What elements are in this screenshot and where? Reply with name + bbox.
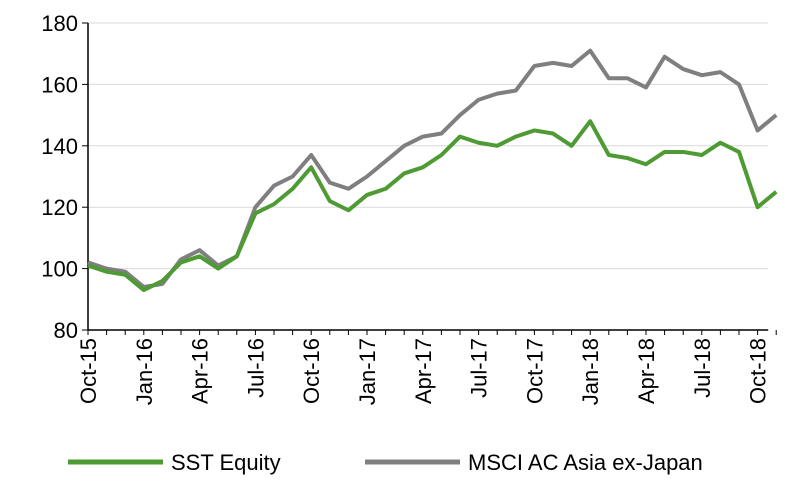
y-tick-label: 100 [41, 257, 78, 282]
x-tick-label: Jul-16 [243, 338, 268, 398]
series-line [87, 48, 778, 290]
x-tick-label: Oct-16 [299, 338, 324, 404]
y-tick-label: 80 [54, 318, 78, 343]
x-tick-label: Apr-16 [188, 338, 213, 404]
x-tick-label: Jul-18 [690, 338, 715, 398]
series-line [87, 119, 778, 293]
x-tick-label: Oct-18 [746, 338, 771, 404]
legend-label: SST Equity [171, 450, 281, 475]
x-tick-label: Apr-17 [411, 338, 436, 404]
x-tick-label: Jan-17 [355, 338, 380, 405]
x-tick-label: Oct-15 [76, 338, 101, 404]
x-tick-label: Oct-17 [522, 338, 547, 404]
x-tick-label: Jan-18 [578, 338, 603, 405]
x-tick-label: Jan-16 [132, 338, 157, 405]
x-tick-label: Jul-17 [467, 338, 492, 398]
y-tick-label: 120 [41, 195, 78, 220]
y-tick-label: 140 [41, 134, 78, 159]
y-tick-label: 160 [41, 72, 78, 97]
legend-label: MSCI AC Asia ex-Japan [468, 450, 703, 475]
y-tick-label: 180 [41, 11, 78, 36]
x-tick-label: Apr-18 [634, 338, 659, 404]
